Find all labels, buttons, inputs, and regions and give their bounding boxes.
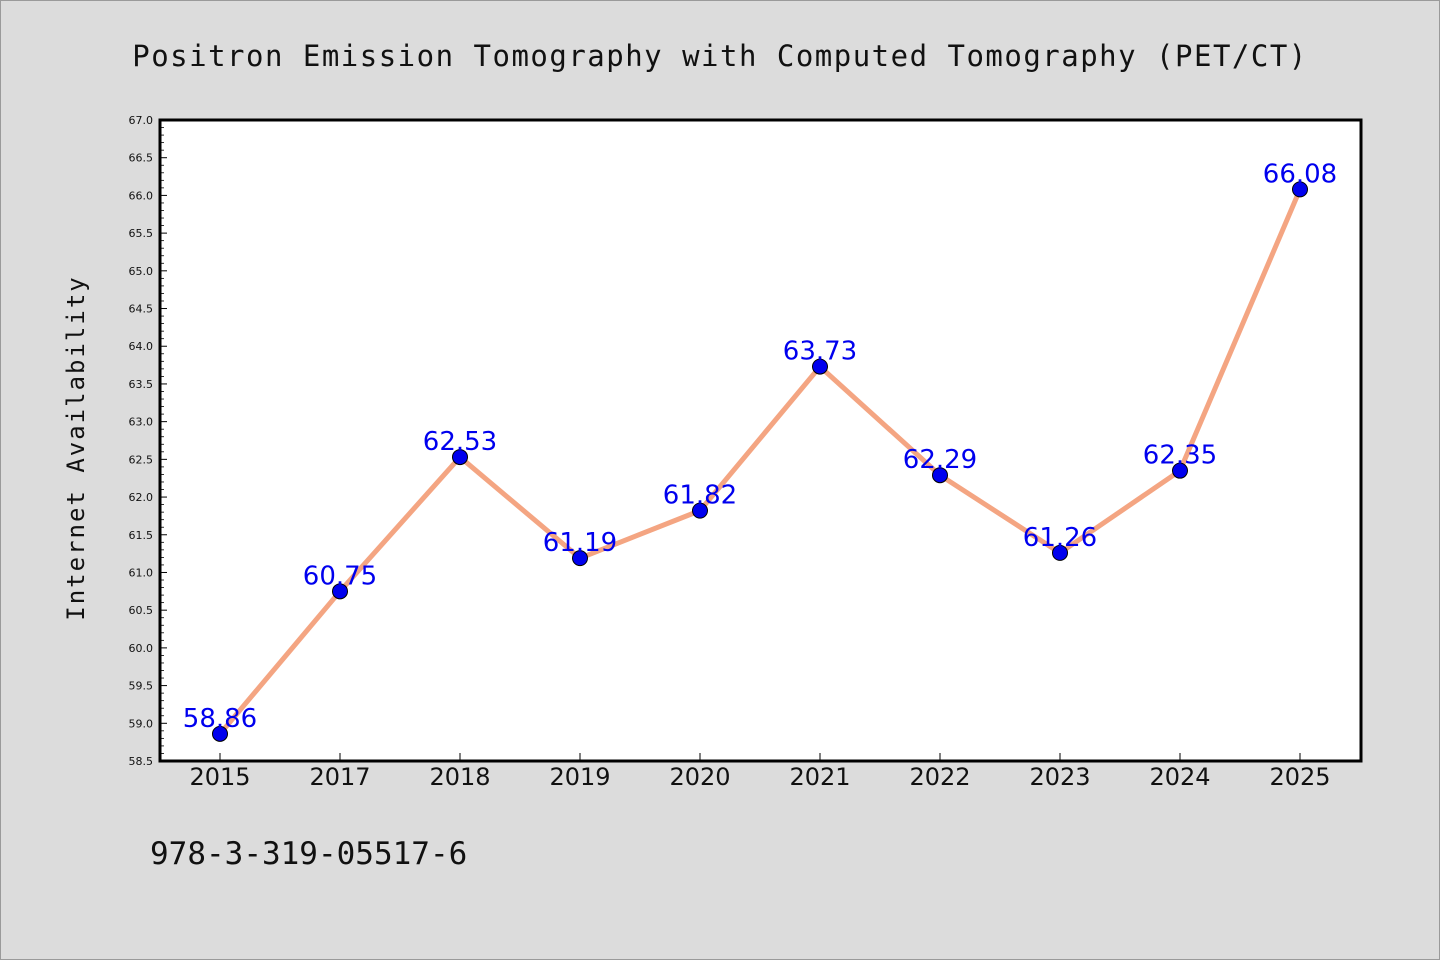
x-tick-label: 2023 <box>1029 763 1090 791</box>
y-tick-label: 66.0 <box>129 189 154 202</box>
y-tick-label: 64.0 <box>129 340 154 353</box>
y-tick-label: 66.5 <box>129 152 154 165</box>
isbn-label: 978-3-319-05517-6 <box>150 836 467 872</box>
data-label: 62.35 <box>1143 441 1217 471</box>
y-tick-label: 65.5 <box>129 227 154 240</box>
data-point <box>1292 181 1308 198</box>
x-tick-label: 2017 <box>309 763 370 791</box>
y-tick-label: 58.5 <box>129 755 154 768</box>
data-point <box>1172 462 1188 479</box>
y-tick-label: 59.5 <box>129 680 154 693</box>
data-label: 61.26 <box>1023 523 1097 553</box>
x-tick-label: 2021 <box>789 763 850 791</box>
y-tick-label: 63.5 <box>129 378 154 391</box>
data-point <box>332 583 348 600</box>
y-tick-label: 64.5 <box>129 303 154 316</box>
data-label: 61.82 <box>663 481 737 511</box>
data-point <box>1052 544 1068 561</box>
y-tick-label: 61.0 <box>129 566 154 579</box>
y-axis-label: Internet Availability <box>62 275 90 620</box>
y-tick-label: 65.0 <box>129 265 154 278</box>
x-tick-label: 2020 <box>669 763 730 791</box>
data-label: 60.75 <box>303 561 377 591</box>
data-point <box>932 467 948 484</box>
x-tick-label: 2015 <box>189 763 250 791</box>
y-tick-label: 61.5 <box>129 529 154 542</box>
data-label: 58.86 <box>183 704 257 734</box>
data-point <box>452 449 468 466</box>
y-tick-label: 62.0 <box>129 491 154 504</box>
x-tick-label: 2022 <box>909 763 970 791</box>
y-tick-label: 67.0 <box>129 114 154 127</box>
y-tick-label: 63.0 <box>129 416 154 429</box>
x-tick-label: 2019 <box>549 763 610 791</box>
chart-title: Positron Emission Tomography with Comput… <box>132 39 1308 73</box>
y-tick-label: 62.5 <box>129 453 154 466</box>
y-tick-label: 60.0 <box>129 642 154 655</box>
x-tick-label: 2024 <box>1149 763 1210 791</box>
y-axis-ticks: 58.5 59.0 59.5 60.0 60.5 61.0 61.5 62.0 62.5 63.0… <box>129 114 167 768</box>
data-label: 66.08 <box>1263 159 1337 189</box>
data-point <box>212 725 228 742</box>
data-point <box>572 550 588 567</box>
series-0: 58.86 60.75 62.53 61.19 61.82 63.73 62.29 61.26… <box>183 159 1337 742</box>
x-axis-ticks: 2015 2017 2018 2019 2020 2021 2022 2023 2024 2025 <box>189 753 1331 791</box>
data-label: 62.29 <box>903 445 977 475</box>
series-line <box>217 186 1303 737</box>
x-tick-label: 2025 <box>1269 763 1330 791</box>
x-tick-label: 2018 <box>429 763 490 791</box>
data-point <box>692 502 708 519</box>
y-tick-label: 60.5 <box>129 604 154 617</box>
data-label: 62.53 <box>423 427 497 457</box>
y-tick-label: 59.0 <box>129 717 154 730</box>
data-point <box>812 358 828 375</box>
data-label: 61.19 <box>543 528 617 558</box>
plot-border <box>158 118 1363 763</box>
data-label: 63.73 <box>783 337 857 367</box>
